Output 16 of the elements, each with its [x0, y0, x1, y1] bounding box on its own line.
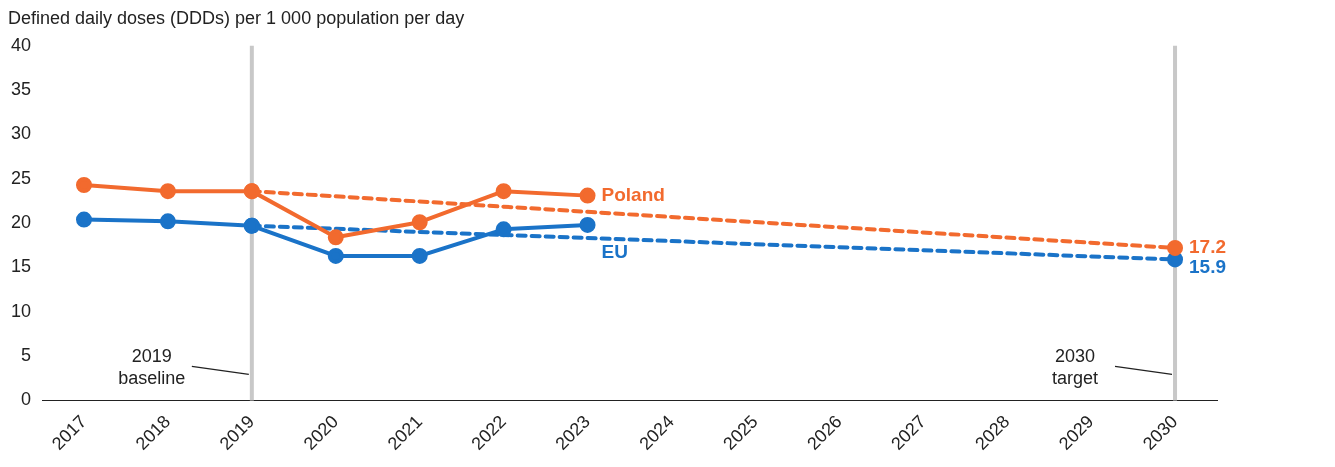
y-tick-label: 10 [10, 300, 32, 321]
y-tick-label: 40 [10, 34, 32, 55]
series-label: EU [601, 241, 628, 263]
data-label: 15.9 [1189, 256, 1227, 278]
y-tick-label: 30 [10, 123, 32, 144]
ref-line-label: 2019 baseline [118, 346, 186, 389]
series-label: Poland [601, 183, 665, 205]
y-axis-title: Defined daily doses (DDDs) per 1 000 population per day [8, 8, 466, 30]
ref-line-label: 2030 target [1052, 346, 1099, 389]
y-tick-label: 35 [10, 79, 32, 100]
data-label: 17.2 [1189, 236, 1227, 258]
y-tick-label: 25 [10, 167, 32, 188]
y-tick-label: 20 [10, 212, 32, 233]
y-tick-label: 0 [21, 389, 32, 410]
y-tick-label: 5 [21, 345, 32, 366]
y-tick-label: 15 [10, 256, 32, 277]
